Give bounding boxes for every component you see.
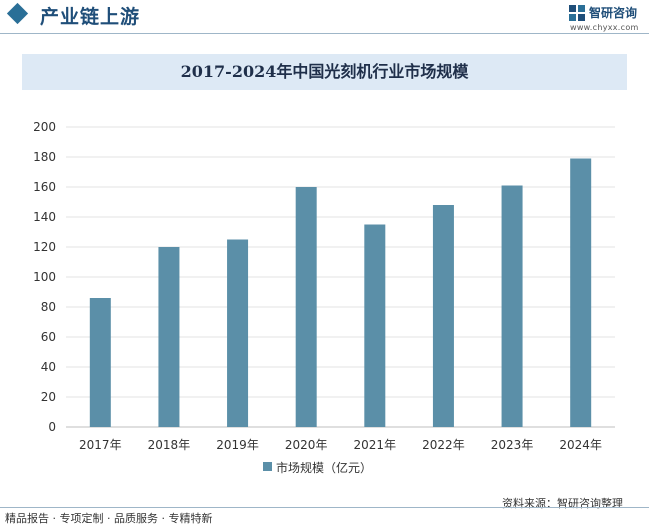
chart-title-band: 2017-2024年中国光刻机行业市场规模 (22, 54, 627, 90)
header-divider (0, 33, 649, 34)
logo-icon (569, 5, 585, 21)
x-tick-label: 2023年 (491, 438, 534, 452)
logo-url: www.chyxx.com (570, 23, 639, 32)
bar (227, 239, 249, 427)
x-tick-label: 2019年 (216, 438, 259, 452)
x-tick-label: 2018年 (148, 438, 191, 452)
y-tick-label: 180 (33, 150, 56, 164)
bar (570, 158, 592, 427)
legend-swatch (263, 462, 272, 471)
y-tick-label: 200 (33, 120, 56, 134)
x-tick-label: 2024年 (559, 438, 602, 452)
y-tick-label: 80 (41, 300, 56, 314)
bar (295, 187, 317, 427)
brand-logo: 智研咨询 www.chyxx.com (569, 4, 645, 36)
bar (432, 205, 454, 427)
bar (501, 185, 523, 427)
y-tick-label: 100 (33, 270, 56, 284)
header-bar: 产业链上游 (0, 0, 649, 38)
footer-tagline: 精品报告 · 专项定制 · 品质服务 · 专精特新 (5, 512, 213, 525)
x-tick-label: 2022年 (422, 438, 465, 452)
bar (158, 247, 180, 427)
x-tick-label: 2017年 (79, 438, 122, 452)
logo-name: 智研咨询 (589, 6, 638, 20)
bar (89, 298, 111, 427)
bar-chart: 0 20 40 60 80 100 120 140 160 180 200 2017年 2018年 201… (33, 120, 615, 452)
bar (364, 224, 386, 427)
legend-label: 市场规模（亿元） (276, 461, 373, 475)
y-tick-label: 160 (33, 180, 56, 194)
section-title: 产业链上游 (40, 6, 141, 28)
y-tick-label: 0 (48, 420, 56, 434)
x-tick-label: 2021年 (354, 438, 397, 452)
y-tick-label: 60 (41, 330, 56, 344)
source-note: 资料来源：智研咨询整理 (502, 497, 623, 510)
chart-title: 2017-2024年中国光刻机行业市场规模 (180, 62, 469, 81)
y-tick-label: 40 (41, 360, 56, 374)
x-tick-label: 2020年 (285, 438, 328, 452)
footer-divider (0, 507, 649, 508)
y-tick-label: 20 (41, 390, 56, 404)
y-tick-label: 140 (33, 210, 56, 224)
y-tick-label: 120 (33, 240, 56, 254)
